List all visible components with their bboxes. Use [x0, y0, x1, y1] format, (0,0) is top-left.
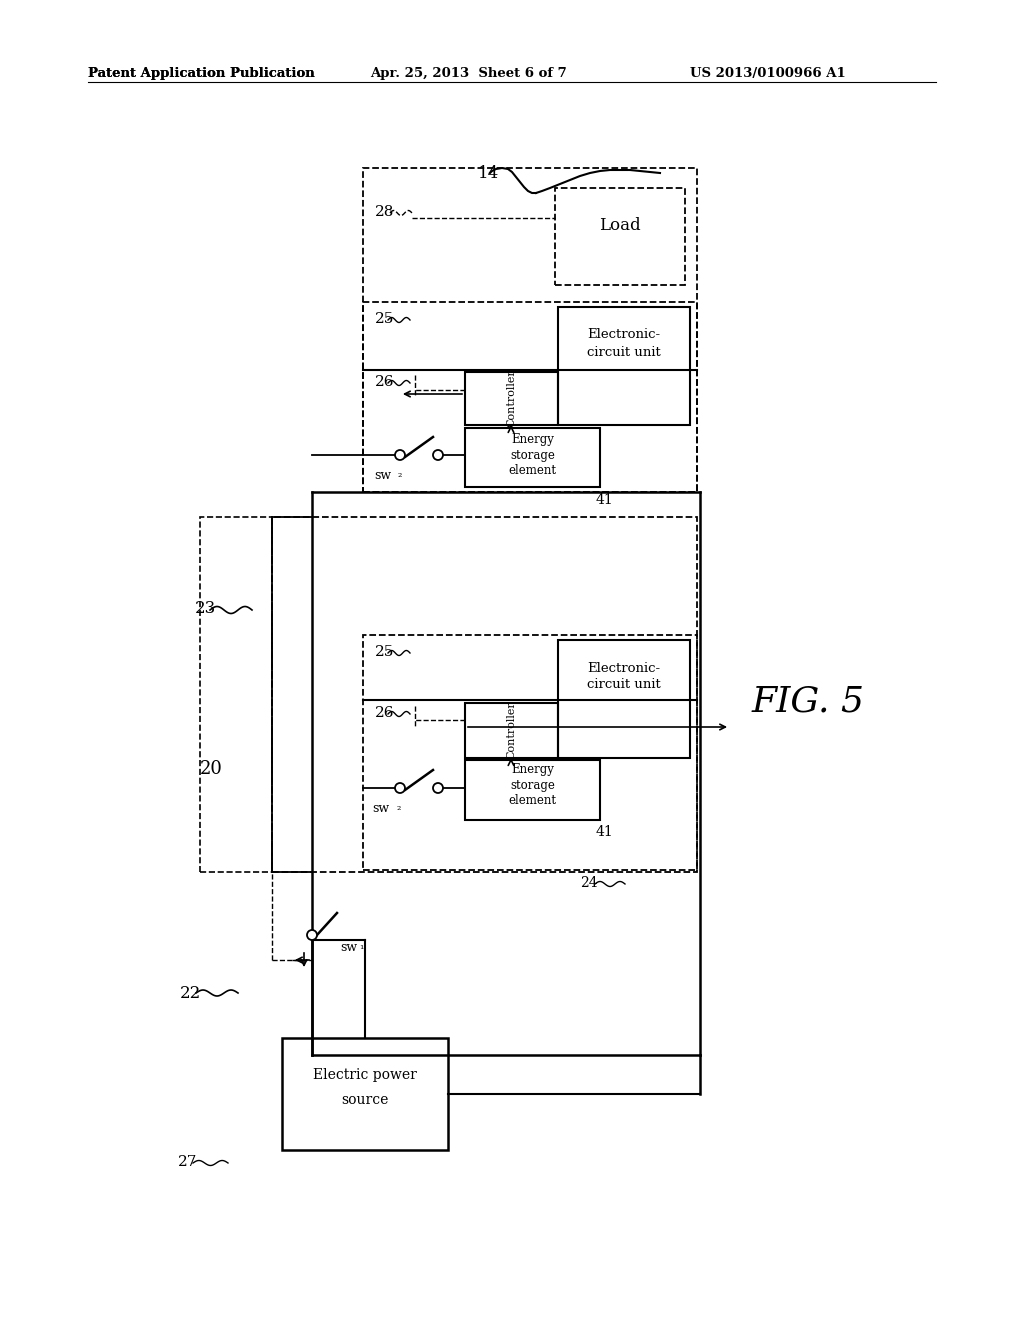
Text: storage: storage: [510, 449, 555, 462]
Circle shape: [433, 450, 443, 459]
Text: Electric power: Electric power: [313, 1068, 417, 1082]
Text: Controller: Controller: [507, 701, 516, 759]
Text: Electronic-: Electronic-: [588, 661, 660, 675]
Text: Energy: Energy: [511, 433, 554, 446]
Text: element: element: [509, 793, 556, 807]
Circle shape: [307, 931, 317, 940]
Bar: [465, 704, 558, 758]
Text: 27: 27: [178, 1155, 198, 1170]
Text: US 2013/0100966 A1: US 2013/0100966 A1: [690, 67, 846, 81]
Bar: [362, 302, 697, 492]
Text: 26: 26: [375, 706, 394, 719]
Text: 41: 41: [596, 825, 613, 840]
Bar: [200, 517, 272, 873]
Text: Electronic-: Electronic-: [588, 329, 660, 342]
Text: 25: 25: [375, 645, 394, 659]
Text: ₂: ₂: [397, 803, 401, 812]
Text: storage: storage: [510, 779, 555, 792]
Text: sw: sw: [340, 941, 357, 954]
Bar: [362, 168, 697, 492]
Bar: [558, 308, 690, 425]
Text: 23: 23: [195, 601, 216, 616]
Circle shape: [395, 783, 406, 793]
Circle shape: [433, 783, 443, 793]
Text: Apr. 25, 2013  Sheet 6 of 7: Apr. 25, 2013 Sheet 6 of 7: [370, 67, 566, 81]
Text: source: source: [341, 1093, 389, 1107]
Text: 25: 25: [375, 312, 394, 326]
Text: sw: sw: [372, 803, 389, 814]
Text: ₂: ₂: [398, 469, 402, 479]
Text: 26: 26: [375, 375, 394, 389]
Text: Patent Application Publication: Patent Application Publication: [88, 67, 314, 81]
Bar: [272, 517, 697, 873]
Bar: [282, 1038, 449, 1150]
Text: Load: Load: [599, 216, 641, 234]
Bar: [558, 640, 690, 758]
Bar: [555, 187, 685, 285]
Bar: [465, 372, 558, 425]
Text: 14: 14: [478, 165, 500, 182]
Bar: [465, 760, 600, 820]
Text: circuit unit: circuit unit: [587, 678, 660, 692]
Text: 28: 28: [375, 205, 394, 219]
Text: ₁: ₁: [359, 941, 364, 950]
Bar: [362, 635, 697, 870]
Text: Patent Application Publication: Patent Application Publication: [88, 67, 314, 81]
Text: 41: 41: [596, 492, 613, 507]
Circle shape: [395, 450, 406, 459]
Text: Energy: Energy: [511, 763, 554, 776]
Text: FIG. 5: FIG. 5: [752, 685, 865, 719]
Bar: [465, 428, 600, 487]
Text: circuit unit: circuit unit: [587, 346, 660, 359]
Text: 22: 22: [180, 985, 202, 1002]
Text: 24: 24: [580, 876, 598, 890]
Text: element: element: [509, 463, 556, 477]
Text: sw: sw: [374, 469, 391, 482]
Text: Controller: Controller: [507, 370, 516, 426]
Text: 20: 20: [200, 760, 223, 777]
